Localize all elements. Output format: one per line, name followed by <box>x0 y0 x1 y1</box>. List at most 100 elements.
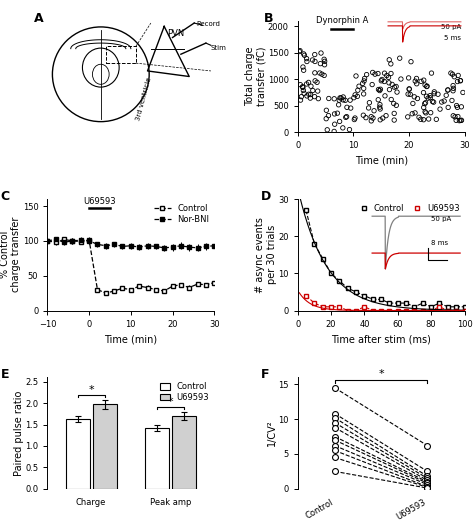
Text: A: A <box>34 12 44 25</box>
Point <box>447 69 455 77</box>
Point <box>301 89 308 97</box>
Point <box>331 384 338 392</box>
Point <box>331 467 338 476</box>
Point <box>331 441 338 450</box>
Point <box>422 109 429 117</box>
Point <box>360 90 367 98</box>
Point <box>407 58 415 66</box>
Point <box>420 103 428 112</box>
Point <box>378 75 386 84</box>
Point <box>339 96 347 104</box>
Point <box>405 85 413 93</box>
Point <box>424 94 432 102</box>
Point <box>456 116 463 125</box>
Legend: Control, U69593: Control, U69593 <box>355 203 460 214</box>
Text: U69593: U69593 <box>83 197 116 206</box>
Point <box>427 94 434 102</box>
Point <box>428 97 436 106</box>
Point <box>300 66 308 74</box>
Point <box>449 87 457 95</box>
Point <box>430 88 438 96</box>
Point <box>422 99 429 107</box>
Point <box>424 483 431 491</box>
Point <box>361 74 368 83</box>
Point <box>420 115 428 124</box>
Point <box>367 116 375 125</box>
Bar <box>106 46 136 63</box>
Point <box>424 467 431 476</box>
Point <box>424 474 431 483</box>
Point <box>390 99 398 108</box>
Point <box>377 76 385 85</box>
Point <box>424 484 431 492</box>
Point <box>365 104 373 112</box>
Point <box>307 82 315 90</box>
Point <box>383 71 391 80</box>
Point <box>313 78 321 86</box>
Point <box>454 77 461 86</box>
Point <box>305 78 312 86</box>
Point <box>299 83 306 91</box>
Point <box>427 109 435 117</box>
Point <box>453 101 460 110</box>
Point <box>317 49 325 57</box>
Point <box>347 104 355 112</box>
Point <box>386 85 393 94</box>
Point <box>451 113 459 121</box>
Text: *: * <box>88 385 94 395</box>
Point <box>444 86 452 94</box>
Point <box>303 55 310 63</box>
Point <box>298 93 305 101</box>
Point <box>359 79 366 87</box>
Point <box>367 112 375 121</box>
Point <box>336 118 344 126</box>
X-axis label: Time after stim (ms): Time after stim (ms) <box>331 334 431 344</box>
Point <box>311 57 319 66</box>
Point <box>365 98 373 107</box>
Point <box>421 99 428 108</box>
Point <box>354 92 361 100</box>
Point <box>423 92 430 100</box>
Point <box>424 479 431 487</box>
Point <box>413 74 420 83</box>
Point <box>300 50 308 58</box>
Point <box>387 95 395 103</box>
Point <box>409 99 417 108</box>
Point <box>297 96 304 105</box>
Point <box>450 73 458 81</box>
Point <box>452 116 460 124</box>
Point <box>454 112 462 121</box>
Point <box>457 116 465 125</box>
Text: *: * <box>168 397 173 407</box>
Point <box>405 85 413 94</box>
Point <box>374 85 382 94</box>
Y-axis label: # async events
per 30 trials: # async events per 30 trials <box>255 217 277 293</box>
Point <box>410 93 418 101</box>
Point <box>330 95 338 103</box>
Point <box>424 476 431 485</box>
Point <box>339 124 346 132</box>
Point <box>316 69 324 77</box>
Point <box>299 63 307 71</box>
Point <box>423 82 430 90</box>
Point <box>355 82 363 90</box>
Point <box>456 76 464 85</box>
Text: Dynorphin A: Dynorphin A <box>316 16 368 25</box>
Point <box>391 83 398 92</box>
Point <box>385 73 392 82</box>
Point <box>296 47 303 56</box>
Point <box>335 101 342 109</box>
Point <box>430 98 438 106</box>
Point <box>392 82 400 90</box>
Point <box>296 46 304 55</box>
Point <box>334 109 341 118</box>
Bar <box>145 428 169 489</box>
Point <box>396 54 403 62</box>
Point <box>381 92 389 100</box>
Point <box>350 115 358 124</box>
Point <box>448 96 456 105</box>
Point <box>442 91 450 99</box>
Point <box>352 72 360 80</box>
Point <box>388 80 396 88</box>
Y-axis label: Paired pulse ratio: Paired pulse ratio <box>14 391 24 476</box>
